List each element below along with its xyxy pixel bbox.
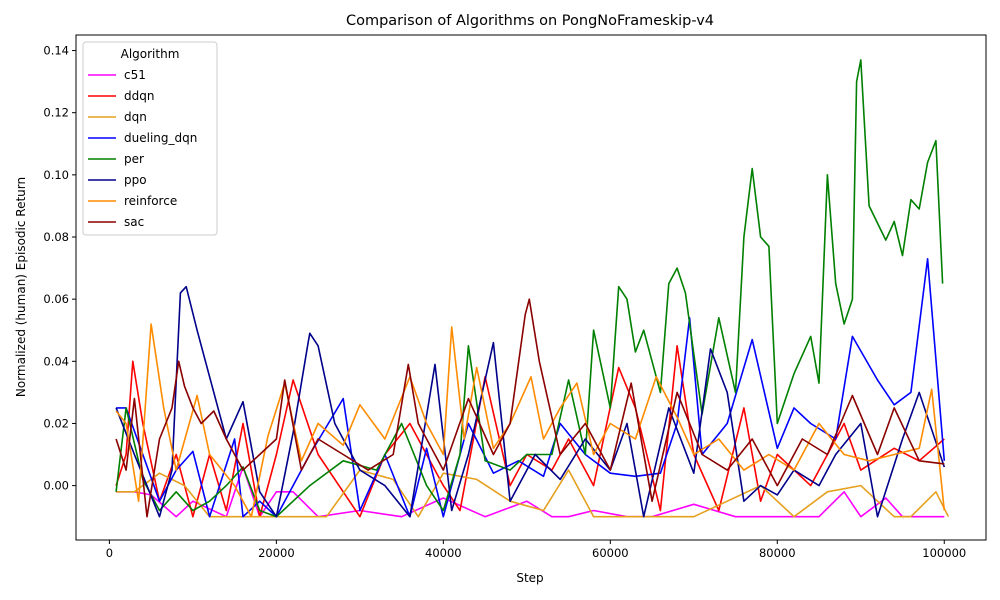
- legend-label: per: [124, 152, 144, 166]
- x-tick-label: 0: [106, 546, 113, 560]
- y-tick-label: 0.10: [43, 168, 69, 182]
- x-tick-label: 60000: [592, 546, 629, 560]
- series-line-ppo: [115, 285, 946, 518]
- series-line-dqn: [116, 469, 950, 518]
- series-line-reinforce: [115, 323, 946, 518]
- legend-label: c51: [124, 68, 146, 82]
- y-axis-label: Normalized (human) Episodic Return: [14, 177, 28, 397]
- y-tick-label: 0.06: [43, 292, 69, 306]
- legend-label: ddqn: [124, 89, 154, 103]
- y-tick-label: 0.04: [43, 354, 69, 368]
- legend-label: reinforce: [124, 194, 177, 208]
- y-tick-label: 0.02: [43, 416, 69, 430]
- series-line-dueling-dqn: [116, 257, 946, 518]
- x-axis-ticks: 0 20000 40000 60000 80000 100000: [106, 540, 966, 560]
- y-tick-label: 0.00: [43, 479, 69, 493]
- legend-box: [82, 41, 218, 236]
- x-tick-label: 80000: [759, 546, 796, 560]
- y-tick-label: 0.14: [43, 44, 69, 58]
- chart-title: Comparison of Algorithms on PongNoFrames…: [346, 13, 714, 29]
- x-tick-label: 20000: [258, 546, 295, 560]
- x-axis-label: Step: [516, 571, 543, 585]
- y-tick-label: 0.08: [43, 230, 69, 244]
- y-axis-ticks: 0.00 0.02 0.04 0.06 0.08 0.10 0.12 0.14: [43, 44, 76, 493]
- series-line-sac: [115, 298, 945, 518]
- legend-title: Algorithm: [121, 47, 180, 61]
- y-tick-label: 0.12: [43, 106, 69, 120]
- legend-label: ppo: [124, 173, 147, 187]
- legend-label: sac: [124, 215, 144, 229]
- x-tick-label: 40000: [425, 546, 462, 560]
- legend-label: dqn: [124, 110, 147, 124]
- legend-label: dueling_dqn: [124, 131, 197, 145]
- x-tick-label: 100000: [922, 546, 966, 560]
- plot-frame: [75, 34, 987, 541]
- series-lines: [115, 59, 950, 518]
